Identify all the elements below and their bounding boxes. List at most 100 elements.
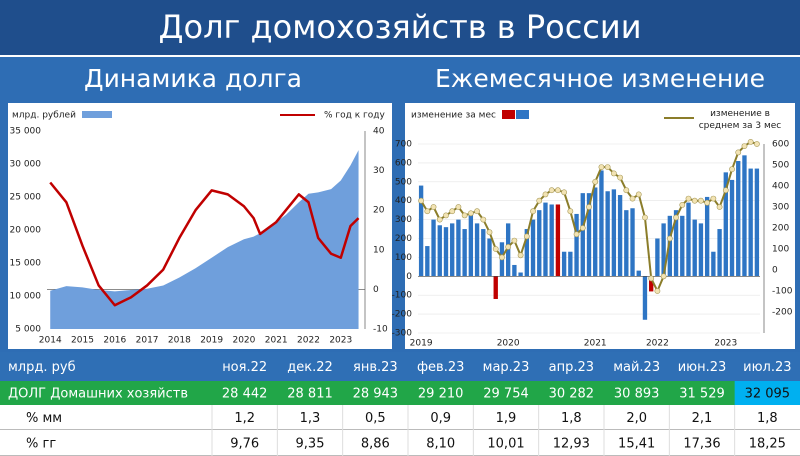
- marker: [430, 204, 437, 210]
- row-label: % мм: [26, 411, 62, 426]
- x-tick-label: 2023: [714, 339, 737, 349]
- marker: [673, 214, 679, 221]
- bar: [723, 172, 728, 277]
- bar: [468, 213, 474, 277]
- y-tick-label: -100: [392, 291, 413, 301]
- y-tick-label: -300: [392, 329, 413, 339]
- table-cell: 12,93: [553, 437, 590, 452]
- bar: [431, 219, 436, 277]
- table-cell: 8,10: [426, 437, 455, 452]
- bar: [561, 251, 567, 277]
- marker: [660, 273, 667, 280]
- marker: [536, 197, 543, 204]
- bar: [418, 185, 424, 277]
- bar: [456, 219, 461, 277]
- x-tick-label: 2022: [646, 339, 669, 349]
- marker: [461, 212, 468, 219]
- marker: [579, 225, 586, 231]
- y2-tick-label: -100: [772, 287, 793, 297]
- table-cell: апр.23: [549, 360, 594, 375]
- marker: [492, 246, 499, 252]
- y-tick-label: 300: [395, 215, 412, 225]
- marker: [598, 164, 605, 170]
- y2-tick-label: 500: [772, 161, 789, 171]
- marker: [722, 187, 729, 194]
- bar: [437, 225, 442, 277]
- table-cell: 28 811: [287, 387, 333, 402]
- x-tick-label: 2019: [410, 339, 433, 349]
- bar: [493, 276, 498, 299]
- marker: [610, 170, 617, 177]
- table-cell: 0,5: [365, 411, 386, 426]
- table-cell: фев.23: [417, 360, 464, 375]
- x-tick-label: 2020: [497, 339, 520, 349]
- y2-tick-label: 600: [772, 140, 789, 150]
- table-cell: янв.23: [353, 360, 398, 375]
- table-row: [0, 381, 800, 405]
- marker: [486, 229, 493, 236]
- table-cell: 29 754: [483, 387, 529, 402]
- bar: [642, 276, 648, 320]
- table-cell: 0,9: [430, 411, 451, 426]
- table-cell: 2,0: [626, 411, 647, 426]
- table-cell: ноя.22: [222, 360, 267, 375]
- row-label: млрд. руб: [8, 360, 76, 375]
- marker: [635, 191, 642, 198]
- marker: [474, 208, 480, 215]
- table-cell: 29 210: [418, 387, 464, 402]
- marker: [424, 208, 431, 215]
- legend-swatch: [516, 110, 529, 119]
- bar: [673, 210, 679, 277]
- x-tick-label: 2019: [200, 336, 223, 346]
- table-cell: мар.23: [483, 360, 530, 375]
- bar: [425, 246, 430, 277]
- bar: [655, 238, 660, 277]
- table-cell: июн.23: [678, 360, 727, 375]
- table-cell: 17,36: [683, 437, 720, 452]
- title-band: [0, 0, 800, 56]
- y2-tick-label: -10: [373, 325, 388, 335]
- table-cell: 32 095: [745, 387, 791, 402]
- marker: [604, 164, 611, 170]
- marker: [548, 187, 555, 194]
- x-tick-label: 2017: [136, 336, 159, 346]
- bar: [555, 204, 561, 277]
- marker: [567, 208, 574, 215]
- marker: [691, 197, 698, 204]
- marker: [698, 197, 704, 204]
- y2-tick-label: 300: [772, 203, 789, 213]
- y-tick-label: 0: [406, 272, 412, 282]
- x-tick-label: 2022: [297, 336, 320, 346]
- y2-tick-label: 10: [373, 245, 385, 255]
- y-tick-label: 400: [395, 196, 412, 206]
- bar: [704, 196, 710, 277]
- bar: [692, 219, 697, 277]
- x-tick-label: 2023: [329, 336, 352, 346]
- marker: [679, 201, 686, 208]
- legend-swatch: [502, 110, 515, 119]
- bar: [512, 264, 517, 277]
- bar: [605, 191, 610, 277]
- y-tick-label: 200: [395, 234, 412, 244]
- y2-tick-label: 20: [373, 206, 385, 216]
- subtitle: Ежемесячное изменение: [435, 64, 765, 93]
- bar: [630, 208, 635, 277]
- marker: [480, 216, 487, 223]
- subtitle: Динамика долга: [84, 64, 302, 93]
- legend-label: % год к году: [324, 111, 385, 121]
- table-cell: 1,8: [757, 411, 778, 426]
- y-tick-label: 20 000: [10, 226, 42, 236]
- y-tick-label: 700: [395, 140, 412, 150]
- marker: [654, 288, 661, 294]
- bar: [754, 168, 760, 277]
- y2-tick-label: 100: [772, 245, 789, 255]
- bar: [505, 223, 511, 277]
- y2-tick-label: 0: [772, 266, 778, 276]
- bar: [680, 215, 685, 277]
- bar: [661, 223, 666, 277]
- bar: [748, 168, 753, 277]
- x-tick-label: 2014: [39, 336, 62, 346]
- y2-tick-label: 30: [373, 166, 385, 176]
- table-cell: 31 529: [679, 387, 725, 402]
